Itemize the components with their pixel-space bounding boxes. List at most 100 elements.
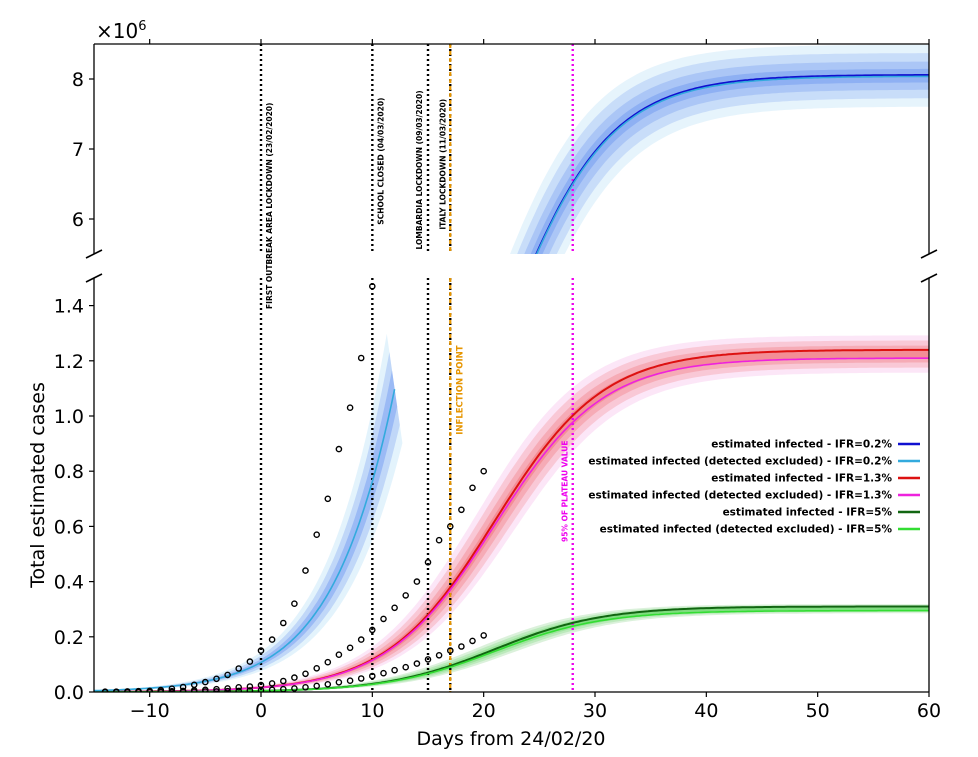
y-tick-label: 6 (72, 209, 84, 231)
observed-point (402, 592, 410, 599)
confidence-band (524, 61, 929, 254)
observed-point (480, 467, 488, 475)
lower-axes: 0.0 0.2 0.4 0.6 0.8 1.0 1.2 1.4 −10 0 10 20 30 40 50 60 (54, 278, 941, 722)
vertical-line-label: 95% OF PLATEAU VALUE (561, 440, 570, 542)
observed-point (224, 685, 231, 692)
confidence-band (94, 335, 929, 692)
observed-point (391, 604, 398, 612)
x-tick-label: 60 (917, 700, 941, 722)
observed-point (246, 658, 254, 665)
upper-scale-label: ×106 (96, 19, 147, 43)
legend-label: estimated infected (detected excluded) -… (588, 490, 892, 502)
observed-point (380, 669, 387, 677)
observed-point (435, 536, 443, 544)
observed-point (335, 651, 343, 659)
observed-point (268, 636, 276, 643)
confidence-band (94, 333, 403, 691)
observed-point (480, 632, 488, 639)
legend: estimated infected - IFR=0.2% estimated i… (588, 439, 920, 536)
observed-point (257, 687, 265, 692)
legend-label: estimated infected (detected excluded) -… (588, 456, 892, 468)
observed-point (279, 677, 287, 685)
legend-label: estimated infected (detected excluded) -… (600, 524, 893, 536)
break-mark (920, 249, 938, 259)
observed-point (391, 666, 398, 674)
vertical-line-label: INFLECTION POINT (455, 345, 465, 435)
series-line (94, 357, 929, 692)
observed-point (458, 643, 465, 650)
observed-point (113, 688, 120, 692)
lower-confidence-bands (94, 333, 929, 692)
observed-point (224, 671, 231, 679)
x-tick-label: 0 (255, 700, 267, 722)
confidence-band (94, 340, 929, 692)
confidence-band (517, 53, 929, 254)
observed-point (469, 484, 476, 492)
confidence-band (94, 370, 398, 691)
observed-point (313, 682, 321, 690)
legend-label: estimated infected - IFR=1.3% (711, 473, 892, 485)
observed-point (291, 600, 298, 608)
upper-confidence-bands (510, 44, 929, 254)
observed-point (135, 688, 142, 692)
x-tick-label: 30 (583, 700, 607, 722)
observed-point (413, 578, 421, 585)
observed-point (168, 685, 176, 692)
observed-point (469, 637, 476, 645)
y-tick-label: 0.4 (54, 572, 84, 594)
observed-point (213, 675, 220, 683)
series-line (94, 389, 396, 692)
observed-point (413, 660, 421, 667)
observed-point (346, 644, 354, 652)
observed-point (346, 404, 354, 412)
break-mark (920, 273, 938, 283)
observed-point (268, 680, 276, 687)
observed-point (446, 523, 454, 530)
observed-point (313, 531, 321, 539)
series-line (535, 74, 929, 254)
break-mark (85, 273, 103, 283)
lower-panel: 0.00.20.40.60.81.01.21.4−10 0 10 20 30 40 50 60… (54, 103, 941, 722)
observed-point (324, 658, 332, 666)
observed-point (313, 665, 321, 672)
axis-break-marks (85, 249, 938, 283)
observed-point (291, 685, 298, 692)
upper-panel: 6 7 8 SCHOOL CLOSED (04/03/2020) LOMBARDIA … (72, 19, 930, 254)
observed-point (368, 672, 376, 680)
observed-point (324, 681, 332, 688)
upper-axes: 6 7 8 (72, 39, 930, 254)
observed-point (302, 670, 309, 678)
legend-label: estimated infected - IFR=5% (723, 507, 893, 519)
observed-point (424, 656, 432, 663)
observed-point (235, 687, 242, 692)
series-line (535, 75, 929, 254)
observed-point (291, 674, 298, 681)
observed-point (335, 445, 343, 453)
observed-point (146, 688, 153, 692)
confidence-band (510, 44, 929, 254)
observed-point (424, 559, 432, 566)
observed-point (357, 354, 365, 362)
observed-point (368, 282, 376, 290)
observed-point (201, 678, 209, 686)
y-tick-label: 1.2 (54, 351, 84, 373)
observed-point (235, 665, 242, 672)
observed-point (168, 688, 176, 692)
y-tick-label: 7 (72, 139, 84, 161)
break-mark (85, 249, 103, 259)
x-axis-label: Days from 24/02/20 (416, 728, 605, 750)
observed-point (302, 684, 309, 691)
observed-point (235, 684, 242, 691)
vertical-line-label: ITALY LOCKDOWN (11/03/2020) (438, 99, 447, 230)
observed-point (279, 619, 287, 627)
observed-point (346, 677, 354, 685)
vertical-line-label: LOMBARDIA LOCKDOWN (09/03/2020) (415, 90, 424, 249)
lower-series-lines (94, 348, 929, 692)
observed-point (335, 679, 343, 686)
observed-point (446, 647, 454, 654)
x-tick-label: 10 (360, 700, 384, 722)
observed-point (224, 687, 231, 692)
y-tick-label: 0.8 (54, 461, 84, 483)
observed-point (246, 683, 254, 690)
observed-point (246, 687, 254, 692)
